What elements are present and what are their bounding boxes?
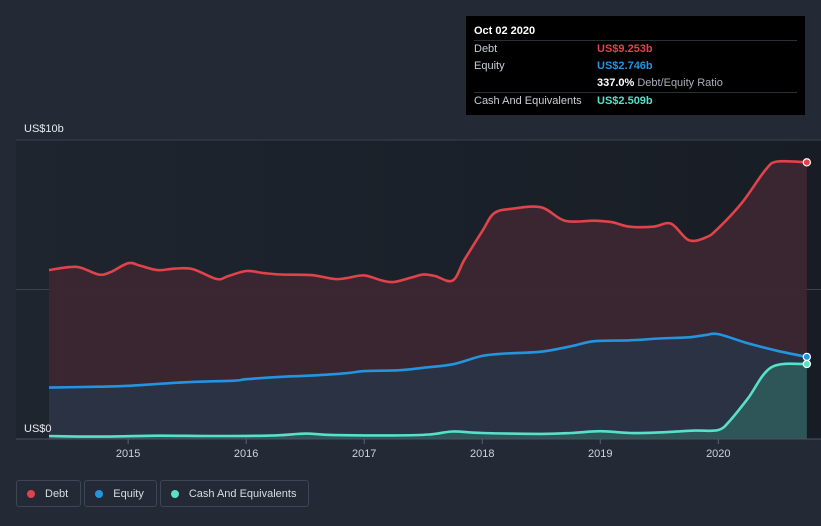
tooltip-row-equity: Equity US$2.746b bbox=[474, 58, 797, 75]
legend-label: Cash And Equivalents bbox=[188, 487, 297, 500]
series-endpoints bbox=[802, 158, 812, 369]
tooltip-row-debt: Debt US$9.253b bbox=[474, 40, 797, 58]
legend-dot-cash bbox=[170, 489, 179, 498]
x-tick-label: 2016 bbox=[234, 448, 258, 460]
tooltip-row-cash: Cash And Equivalents US$2.509b bbox=[474, 92, 797, 110]
tooltip-value: US$2.509b bbox=[597, 95, 653, 107]
legend-item-cash[interactable]: Cash And Equivalents bbox=[159, 480, 310, 507]
line-debt bbox=[48, 159, 807, 284]
data-tooltip: Oct 02 2020 Debt US$9.253b Equity US$2.7… bbox=[466, 16, 805, 115]
tooltip-ratio-label: Debt/Equity Ratio bbox=[637, 77, 723, 89]
x-tick-label: 2015 bbox=[116, 448, 140, 460]
tooltip-label: Debt bbox=[474, 43, 498, 55]
tooltip-label: Equity bbox=[474, 60, 505, 72]
legend-dot-debt bbox=[27, 489, 35, 498]
x-tick-label: 2017 bbox=[352, 448, 376, 460]
chart-legend: Debt Equity Cash And Equivalents bbox=[16, 480, 310, 507]
legend-label: Equity bbox=[113, 487, 144, 500]
line-equity bbox=[48, 332, 808, 389]
tooltip-date: Oct 02 2020 bbox=[474, 25, 536, 37]
legend-dot-equity bbox=[95, 489, 104, 498]
series-lines bbox=[48, 159, 808, 438]
line-cash-and-equivalents bbox=[48, 362, 807, 438]
series-areas bbox=[49, 161, 807, 439]
tooltip-value: US$9.253b bbox=[597, 43, 653, 55]
area-cash-and-equivalents bbox=[49, 363, 807, 439]
y-axis-top-label: US$10b bbox=[24, 123, 64, 135]
endpoint-debt[interactable] bbox=[802, 158, 812, 167]
tooltip-ratio-value: 337.0% bbox=[597, 77, 635, 89]
legend-item-debt[interactable]: Debt bbox=[16, 480, 82, 507]
legend-label: Debt bbox=[45, 487, 69, 500]
y-axis-bottom-label: US$0 bbox=[24, 423, 52, 435]
legend-item-equity[interactable]: Equity bbox=[84, 480, 157, 507]
tooltip-row-ratio: 337.0% Debt/Equity Ratio bbox=[474, 75, 797, 92]
x-axis-ticks: 2015 2016 2017 2018 2019 2020 bbox=[116, 439, 731, 460]
area-equity bbox=[49, 333, 807, 439]
x-tick-label: 2020 bbox=[706, 448, 730, 460]
tooltip-value: US$2.746b bbox=[597, 60, 653, 72]
endpoint-equity[interactable] bbox=[802, 352, 812, 362]
endpoint-cash-and-equivalents[interactable] bbox=[802, 359, 812, 369]
x-tick-label: 2019 bbox=[588, 448, 612, 460]
tooltip-label: Cash And Equivalents bbox=[474, 95, 582, 107]
x-tick-label: 2018 bbox=[470, 448, 494, 460]
